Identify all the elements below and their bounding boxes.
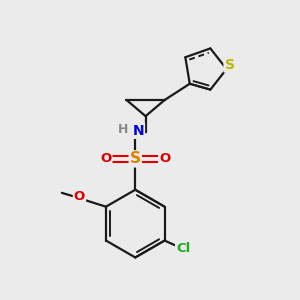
Text: O: O (74, 190, 85, 203)
Text: O: O (100, 152, 112, 165)
Text: H: H (118, 123, 128, 136)
Text: Cl: Cl (176, 242, 190, 255)
Text: N: N (132, 124, 144, 138)
Text: S: S (224, 58, 235, 72)
Text: O: O (159, 152, 170, 165)
Text: S: S (130, 151, 141, 166)
